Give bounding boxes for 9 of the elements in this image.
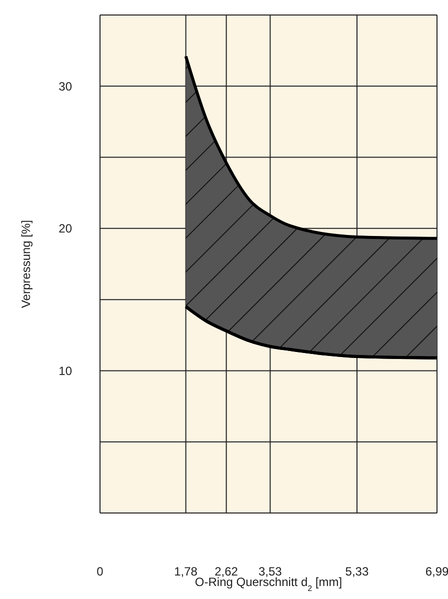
x-tick-label: 5,33 [345,564,369,579]
x-tick-label: 0 [96,564,104,579]
y-axis-title: Verpressung [%] [19,220,33,308]
x-tick-label: 6,99 [425,564,448,579]
x-tick-label: 1,78 [174,564,198,579]
y-tick-label: 30 [58,79,72,94]
y-tick-label: 10 [58,364,72,378]
y-tick-label: 20 [58,222,72,236]
x-tick-label: 3,53 [258,564,282,579]
